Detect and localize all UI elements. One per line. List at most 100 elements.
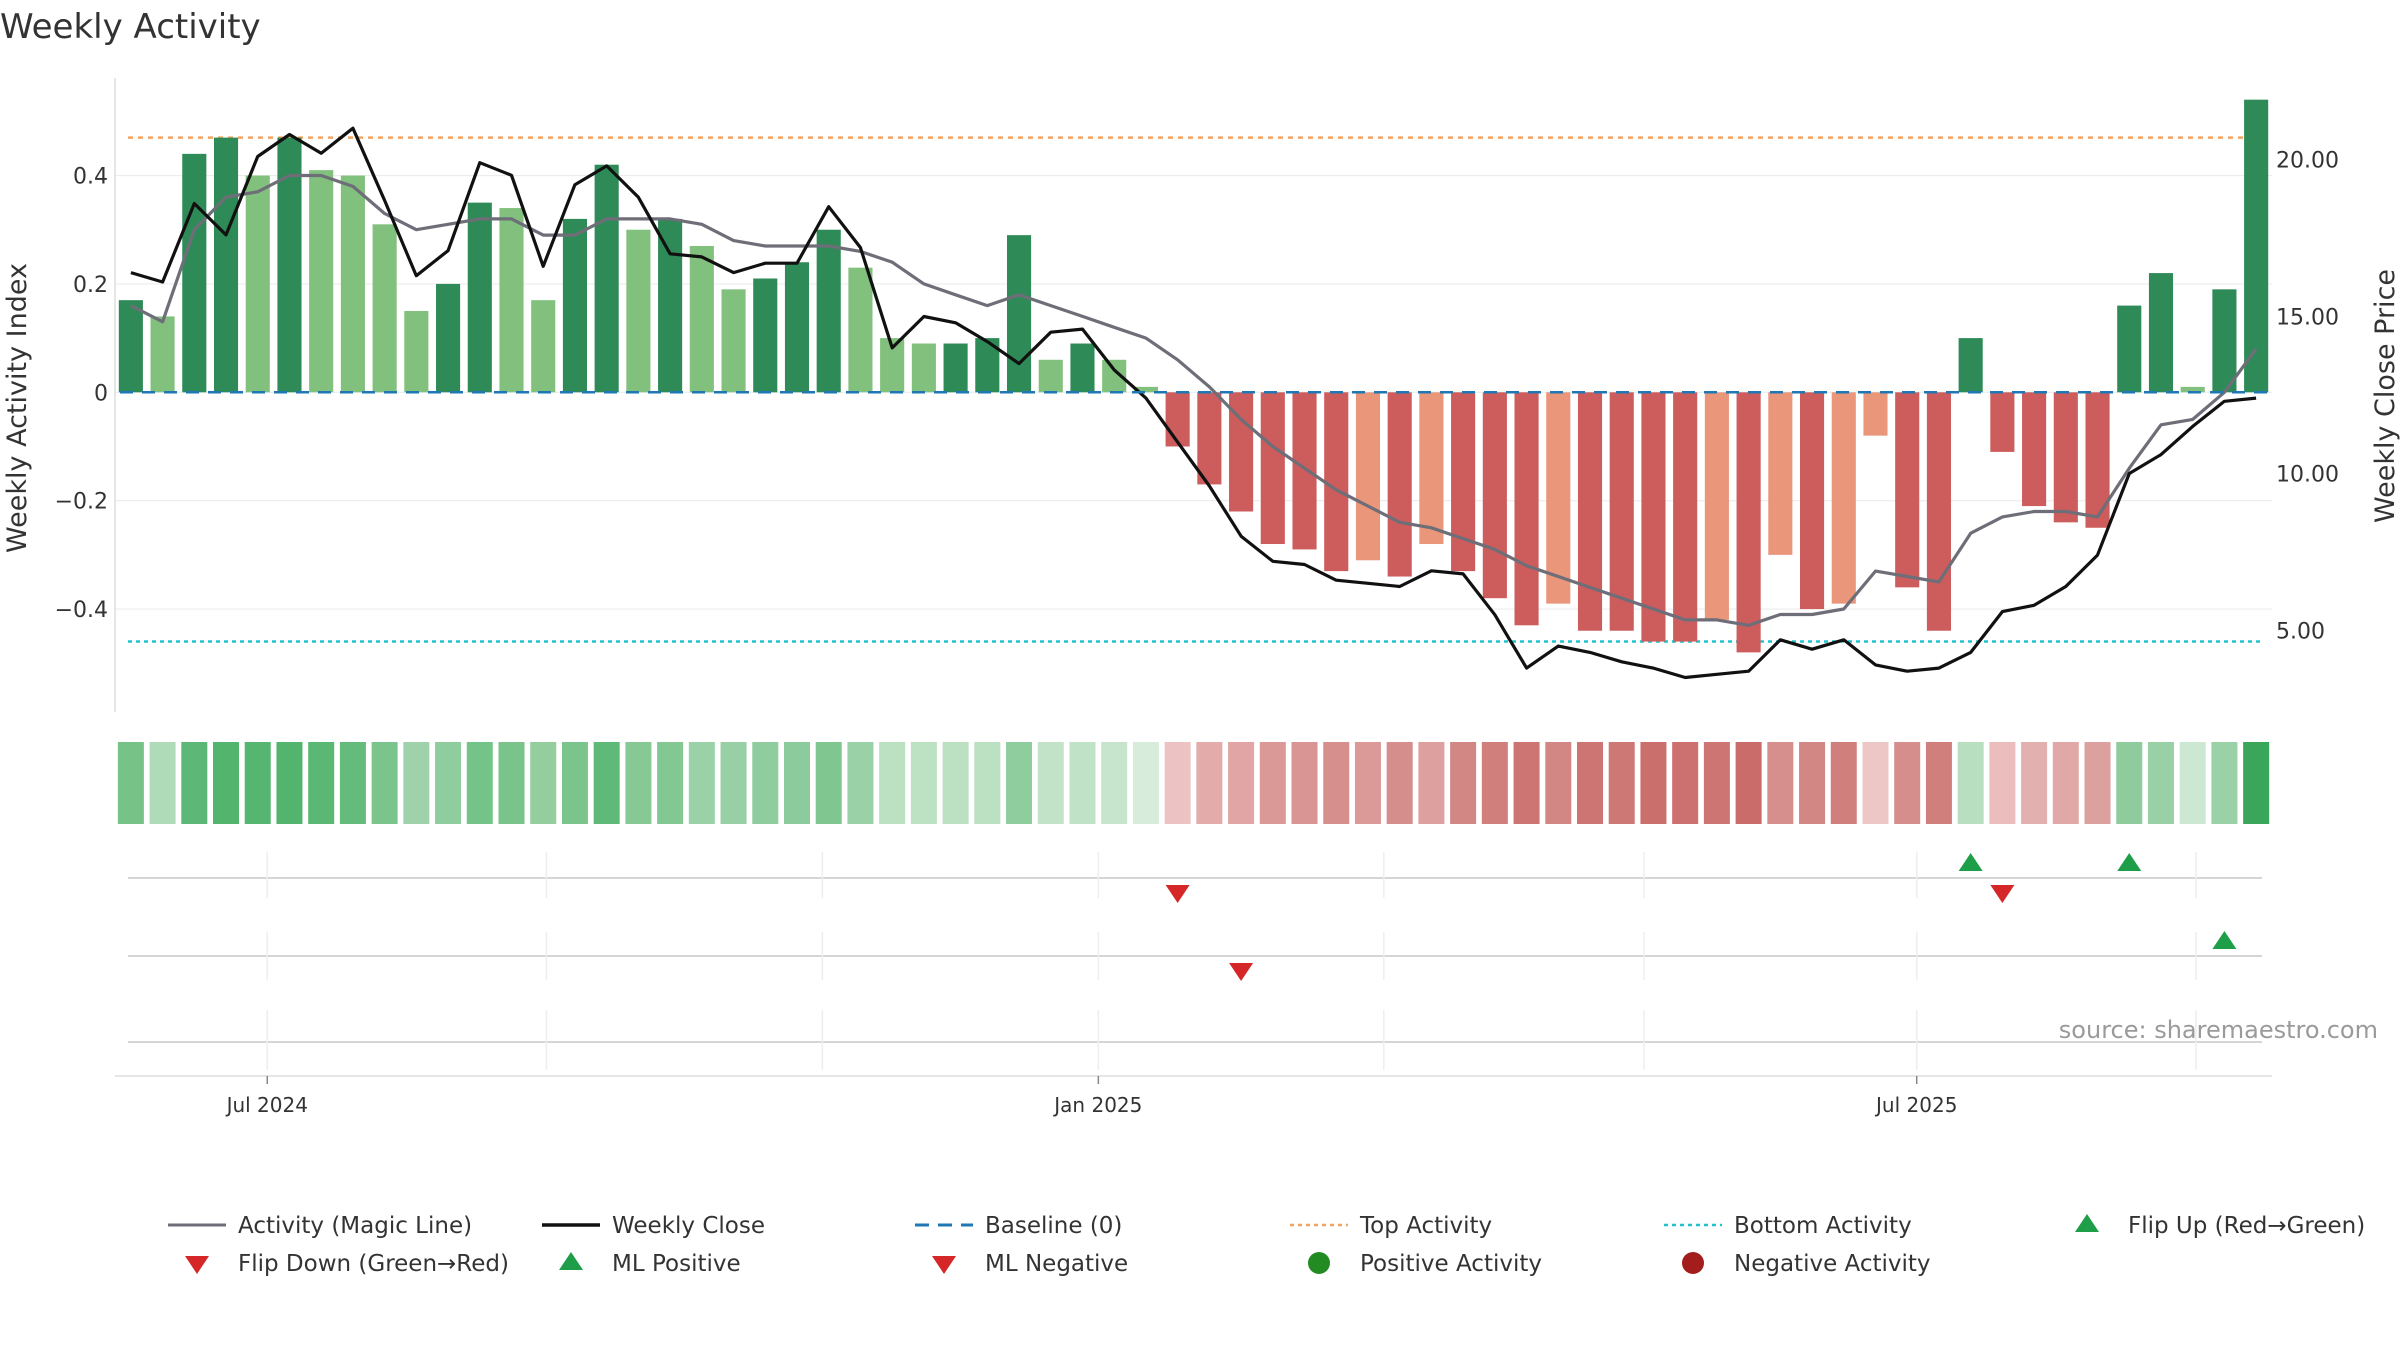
y-left-tick-label: 0 bbox=[94, 381, 108, 406]
activity-bar bbox=[1736, 392, 1761, 653]
heatmap-cell bbox=[1354, 742, 1381, 824]
activity-bar bbox=[1958, 338, 1983, 393]
activity-bar bbox=[340, 175, 365, 393]
legend-item: Weekly Close bbox=[542, 1213, 765, 1239]
heatmap-cell bbox=[2084, 742, 2111, 824]
heatmap-cell bbox=[783, 742, 810, 824]
activity-bar bbox=[1514, 392, 1539, 626]
activity-bar bbox=[1482, 392, 1507, 599]
heatmap-cell bbox=[2116, 742, 2143, 824]
activity-bar bbox=[721, 289, 746, 393]
heatmap-cell bbox=[1006, 742, 1033, 824]
activity-bar bbox=[626, 229, 651, 393]
activity-bar bbox=[784, 262, 810, 393]
y-left-tick-label: 0.2 bbox=[73, 273, 108, 298]
activity-bar bbox=[2180, 386, 2205, 393]
activity-bar bbox=[2085, 392, 2110, 528]
legend-item: ML Positive bbox=[559, 1251, 741, 1277]
activity-bar bbox=[943, 343, 968, 393]
heatmap-cell bbox=[530, 742, 557, 824]
ml-positive-marker bbox=[2212, 931, 2237, 949]
heatmap-cell bbox=[2021, 742, 2048, 824]
x-tick-label: Jul 2025 bbox=[1874, 1093, 1957, 1117]
heatmap-cell bbox=[1291, 742, 1318, 824]
heatmap-cell bbox=[752, 742, 779, 824]
activity-bar bbox=[1006, 235, 1032, 393]
activity-bar bbox=[1038, 359, 1063, 393]
heatmap-cell bbox=[1830, 742, 1857, 824]
ml-negative-marker bbox=[1229, 963, 1254, 981]
activity-bar bbox=[309, 170, 334, 393]
activity-bar bbox=[658, 218, 683, 393]
activity-bar bbox=[2022, 392, 2047, 507]
heatmap-cell bbox=[1101, 742, 1128, 824]
activity-bars bbox=[118, 99, 2269, 653]
legend-label: Weekly Close bbox=[612, 1213, 765, 1239]
legend-label: Positive Activity bbox=[1360, 1251, 1542, 1277]
heatmap-cell bbox=[1989, 742, 2016, 824]
flip-up-marker bbox=[1958, 853, 1983, 871]
heatmap-cell bbox=[1925, 742, 1952, 824]
activity-bar bbox=[245, 175, 270, 393]
legend-item: Baseline (0) bbox=[915, 1213, 1122, 1239]
heatmap-cell bbox=[657, 742, 684, 824]
heatmap-cell bbox=[593, 742, 620, 824]
heatmap-cell bbox=[1862, 742, 1889, 824]
activity-bar bbox=[182, 153, 207, 393]
y-right-tick-label: 5.00 bbox=[2276, 619, 2325, 644]
legend-label: Baseline (0) bbox=[985, 1213, 1122, 1239]
heatmap-cell bbox=[213, 742, 240, 824]
legend-swatch bbox=[932, 1256, 956, 1274]
heatmap-cell bbox=[688, 742, 715, 824]
heatmap-cell bbox=[561, 742, 588, 824]
activity-bar bbox=[1704, 392, 1729, 620]
heatmap-cell bbox=[498, 742, 525, 824]
legend-swatch bbox=[559, 1252, 583, 1270]
activity-bar bbox=[372, 224, 397, 393]
heatmap-cell bbox=[181, 742, 208, 824]
heatmap-cell bbox=[847, 742, 874, 824]
heatmap-cell bbox=[815, 742, 842, 824]
heatmap-cell bbox=[1418, 742, 1445, 824]
magic-line-series bbox=[130, 173, 2258, 627]
activity-bar bbox=[467, 202, 492, 393]
heatmap-cell bbox=[1513, 742, 1540, 824]
heatmap-cell bbox=[720, 742, 747, 824]
y-right-tick-label: 20.00 bbox=[2276, 149, 2339, 174]
flip-down-marker bbox=[1990, 885, 2015, 903]
heatmap-cell bbox=[244, 742, 271, 824]
heatmap-cell bbox=[435, 742, 462, 824]
heatmap-cell bbox=[1640, 742, 1667, 824]
activity-bar bbox=[848, 267, 873, 393]
activity-bar bbox=[1831, 392, 1856, 604]
activity-bar bbox=[1863, 392, 1888, 436]
activity-bar bbox=[1355, 392, 1381, 561]
legend: Activity (Magic Line) Weekly Close Baselin… bbox=[168, 1213, 2365, 1277]
heatmap-cell bbox=[1164, 742, 1191, 824]
legend-item: ML Negative bbox=[932, 1251, 1128, 1277]
activity-bar bbox=[499, 208, 524, 393]
legend-label: ML Positive bbox=[612, 1251, 741, 1277]
weekly-close-series bbox=[130, 126, 2257, 680]
chart-title: Weekly Activity bbox=[0, 7, 261, 47]
y-left-tick-label: −0.4 bbox=[55, 598, 108, 623]
heatmap-cell bbox=[371, 742, 398, 824]
activity-bar bbox=[1419, 392, 1444, 545]
activity-bar bbox=[1451, 392, 1476, 572]
series-lines bbox=[130, 126, 2258, 680]
y-right-tick-label: 10.00 bbox=[2276, 462, 2339, 487]
activity-bar bbox=[213, 137, 239, 393]
heatmap-cell bbox=[2147, 742, 2174, 824]
heatmap-cell bbox=[1545, 742, 1572, 824]
legend-item: Flip Down (Green→Red) bbox=[185, 1251, 509, 1277]
activity-bar bbox=[1609, 392, 1634, 631]
heatmap-cell bbox=[2211, 742, 2238, 824]
legend-item: Bottom Activity bbox=[1664, 1213, 1912, 1239]
activity-bar bbox=[150, 316, 175, 393]
heatmap-cell bbox=[2052, 742, 2079, 824]
heatmap-cell bbox=[1703, 742, 1730, 824]
activity-bar bbox=[1324, 392, 1349, 572]
activity-bar bbox=[118, 300, 143, 393]
heatmap-cell bbox=[1069, 742, 1096, 824]
